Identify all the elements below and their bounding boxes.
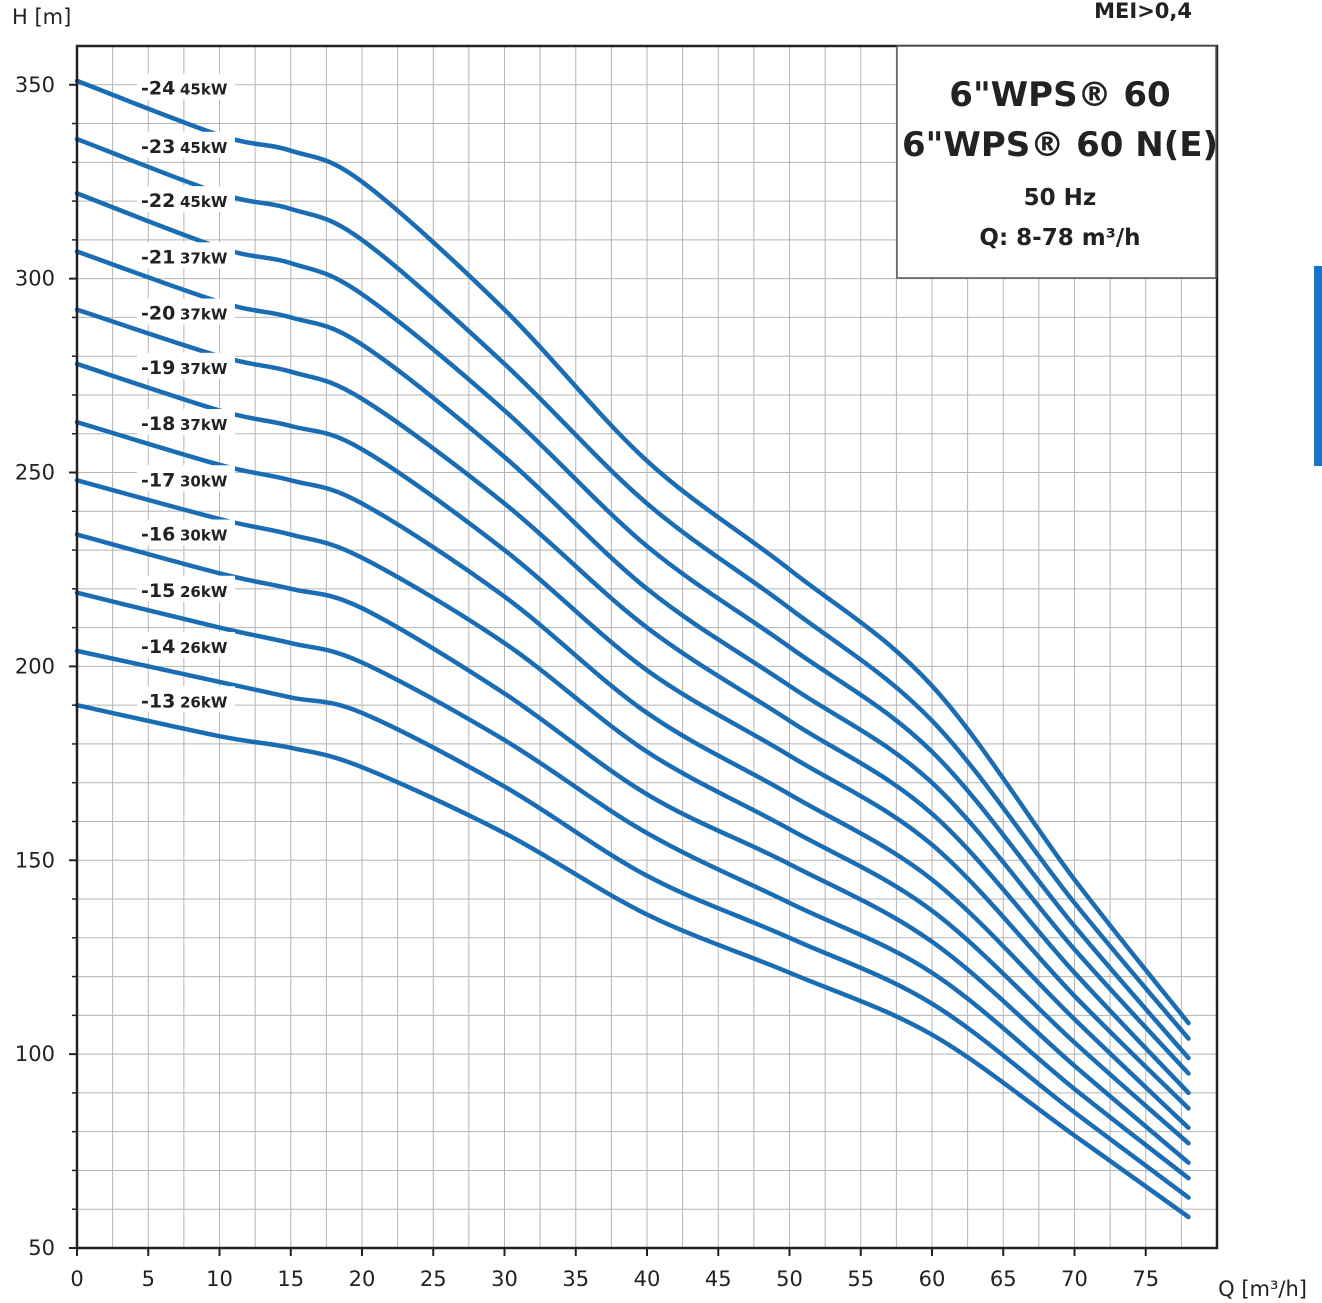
curve-label-stage: -21 — [141, 246, 175, 268]
grid — [77, 46, 1217, 1248]
curve-label-stage: -20 — [141, 303, 175, 325]
curve-21 — [74, 249, 1191, 1076]
y-tick-label: 50 — [28, 1236, 55, 1260]
curve-label-stage: -24 — [141, 78, 175, 100]
curve-label-17: -17 30kW — [137, 465, 235, 492]
curve-15 — [74, 590, 1191, 1181]
curve-label-power: 45kW — [180, 139, 228, 157]
curve-20 — [74, 307, 1191, 1096]
curve-18 — [74, 419, 1191, 1131]
x-tick-label: 45 — [705, 1267, 732, 1291]
curve-label-stage: -17 — [141, 469, 175, 491]
x-tick-label: 30 — [491, 1267, 518, 1291]
curve-label-stage: -23 — [141, 136, 175, 158]
side-tab-marker — [1314, 266, 1322, 466]
curve-13 — [74, 702, 1191, 1220]
x-tick-label: 50 — [776, 1267, 803, 1291]
x-tick-label: 60 — [919, 1267, 946, 1291]
curve-label-22: -22 45kW — [137, 186, 235, 213]
curve-24 — [74, 78, 1191, 1026]
curve-label-background — [137, 242, 235, 269]
x-axis-label: Q [m³/h] — [1218, 1277, 1307, 1301]
title-box-frame — [896, 45, 1217, 279]
curve-label-background — [137, 632, 235, 658]
curve-label-power: 45kW — [180, 193, 228, 211]
curve-label-power: 37kW — [180, 306, 228, 324]
y-tick-label: 200 — [15, 654, 55, 678]
y-tick-label: 100 — [15, 1042, 55, 1066]
title-line-2: 6"WPS® 60 N(E) — [902, 125, 1218, 165]
curve-labels: -24 45kW -23 45kW -22 45kW -21 37kW -20 37kW -19 37… — [137, 73, 235, 713]
y-tick-label: 150 — [15, 848, 55, 872]
curve-label-stage: -18 — [141, 413, 175, 435]
x-tick-label: 0 — [70, 1267, 83, 1291]
x-tick-label: 15 — [277, 1267, 304, 1291]
curve-label-power: 26kW — [180, 583, 228, 601]
curve-label-13: -13 26kW — [137, 686, 235, 713]
curve-label-21: -21 37kW — [137, 242, 235, 268]
curve-22 — [74, 191, 1191, 1061]
curve-label-18: -18 37kW — [137, 409, 235, 436]
title-line-3: 50 Hz — [1024, 185, 1097, 211]
x-tick-label: 40 — [634, 1267, 661, 1291]
curve-label-stage: -15 — [141, 580, 175, 602]
curve-label-stage: -22 — [141, 190, 175, 212]
curve-label-stage: -19 — [141, 357, 175, 379]
curve-label-background — [137, 186, 235, 213]
curve-label-power: 45kW — [180, 81, 228, 99]
curve-label-stage: -16 — [141, 524, 175, 546]
y-tick-label: 250 — [15, 461, 55, 485]
curve-19 — [74, 361, 1191, 1111]
curve-14 — [74, 648, 1191, 1200]
curve-label-power: 26kW — [180, 639, 228, 657]
y-axis-label: H [m] — [12, 5, 71, 29]
title-line-1: 6"WPS® 60 — [949, 75, 1170, 115]
top-right-label: MEI>0,4 — [1094, 0, 1192, 23]
curve-label-background — [137, 686, 235, 713]
curve-label-power: 30kW — [180, 527, 228, 545]
curve-label-power: 37kW — [180, 360, 228, 378]
curve-label-background — [137, 352, 235, 379]
curve-label-23: -23 45kW — [137, 131, 235, 158]
x-tick-label: 5 — [142, 1267, 155, 1291]
axes: 0 5 10 15 20 25 30 35 40 45 50 55 60 65 70 75 50 100 150 20… — [15, 44, 1219, 1291]
curve-label-background — [137, 298, 235, 325]
chart-title-box: 6"WPS® 60 6"WPS® 60 N(E) 50 Hz Q: 8-78 m… — [896, 45, 1218, 279]
curve-17 — [74, 478, 1191, 1146]
curve-label-background — [137, 409, 235, 436]
y-tick-label: 350 — [15, 73, 55, 97]
curve-16 — [74, 532, 1191, 1165]
curve-label-stage: -13 — [141, 690, 175, 712]
curve-label-stage: -14 — [141, 636, 175, 658]
curve-label-background — [137, 131, 235, 158]
curve-label-20: -20 37kW — [137, 298, 235, 325]
curve-label-24: -24 45kW — [137, 73, 235, 100]
x-tick-label: 20 — [349, 1267, 376, 1291]
curve-label-16: -16 30kW — [137, 519, 235, 546]
title-line-4: Q: 8-78 m³/h — [979, 225, 1140, 251]
x-tick-label: 75 — [1132, 1267, 1159, 1291]
curve-23 — [74, 136, 1191, 1041]
curve-label-background — [137, 465, 235, 492]
x-tick-label: 25 — [420, 1267, 447, 1291]
x-tick-label: 70 — [1061, 1267, 1088, 1291]
curve-label-background — [137, 73, 235, 100]
curve-label-power: 26kW — [180, 693, 228, 711]
x-tick-label: 35 — [562, 1267, 589, 1291]
curve-label-15: -15 26kW — [137, 575, 235, 602]
curve-label-power: 37kW — [180, 249, 228, 267]
curve-label-19: -19 37kW — [137, 352, 235, 379]
curve-label-background — [137, 575, 235, 602]
x-tick-label: 65 — [990, 1267, 1017, 1291]
y-tick-label: 300 — [15, 267, 55, 291]
curve-label-background — [137, 519, 235, 546]
curves — [74, 78, 1191, 1220]
curve-label-power: 37kW — [180, 416, 228, 434]
x-tick-label: 10 — [206, 1267, 233, 1291]
x-tick-label: 55 — [847, 1267, 874, 1291]
curve-label-14: -14 26kW — [137, 632, 235, 658]
curve-label-power: 30kW — [180, 472, 228, 490]
